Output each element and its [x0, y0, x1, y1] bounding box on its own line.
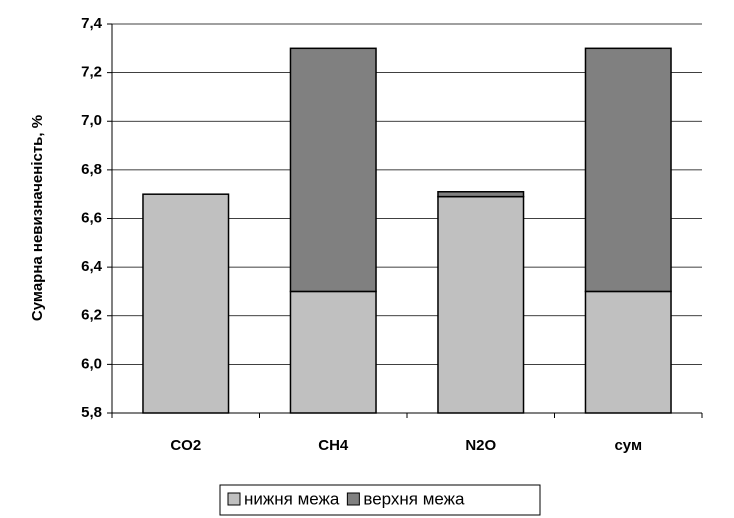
bar-segment — [437, 195, 525, 414]
bar-segment — [289, 47, 377, 293]
y-tick-label: 6,2 — [81, 307, 102, 324]
legend-label: нижня межа — [244, 489, 340, 508]
y-tick-label: 7,4 — [81, 15, 103, 32]
bar-segment — [289, 290, 377, 414]
y-tick-label: 6,8 — [81, 161, 102, 178]
bar-segment — [142, 193, 230, 414]
legend: нижня межа верхня межа — [219, 484, 541, 516]
y-axis-label: Сумарна невизначеність, % — [29, 115, 46, 321]
x-tick-label: CO2 — [170, 437, 201, 454]
y-tick-label: 7,2 — [81, 64, 102, 81]
legend-swatch — [346, 492, 360, 506]
x-tick-label: сум — [614, 437, 642, 454]
y-tick-label: 6,0 — [81, 355, 102, 372]
y-tick-label: 6,6 — [81, 209, 102, 226]
legend-label: верхня межа — [363, 489, 465, 508]
x-tick-label: CH4 — [318, 437, 349, 454]
bar-segment — [437, 191, 525, 198]
bar-segment — [584, 290, 672, 414]
bar-segment — [584, 47, 672, 293]
y-tick-label: 6,4 — [81, 258, 103, 275]
legend-box — [219, 484, 541, 516]
x-tick-label: N2O — [465, 437, 496, 454]
y-tick-label: 7,0 — [81, 112, 102, 129]
legend-swatch — [227, 492, 241, 506]
y-tick-label: 5,8 — [81, 404, 102, 421]
